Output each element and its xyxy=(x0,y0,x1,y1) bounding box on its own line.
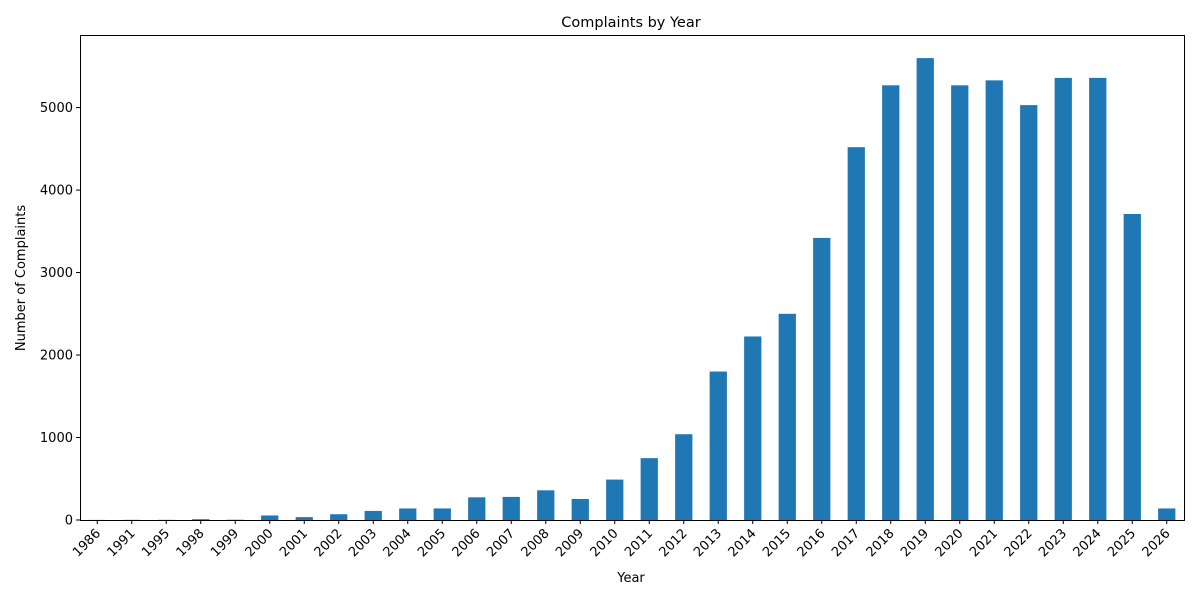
bar-2023 xyxy=(1055,78,1072,520)
x-axis-label: Year xyxy=(616,571,645,586)
y-tick-label: 3000 xyxy=(40,266,73,281)
bar-2001 xyxy=(296,517,313,520)
x-tick-label: 1991 xyxy=(105,526,139,560)
bar-2020 xyxy=(951,85,968,520)
chart-title: Complaints by Year xyxy=(561,15,700,31)
x-tick-label: 2019 xyxy=(898,526,932,560)
y-tick-label: 2000 xyxy=(40,349,73,364)
bar-2021 xyxy=(986,80,1003,520)
x-tick-label: 2001 xyxy=(277,526,311,560)
x-tick-label: 1995 xyxy=(139,526,173,560)
x-tick-label: 2015 xyxy=(760,526,794,560)
bar-2019 xyxy=(917,58,934,520)
bar-2010 xyxy=(606,480,623,520)
bar-2015 xyxy=(779,314,796,520)
bar-2006 xyxy=(468,497,485,520)
bar-2005 xyxy=(434,508,451,520)
x-tick-label: 2024 xyxy=(1071,526,1105,560)
x-tick-label: 2004 xyxy=(381,526,415,560)
bar-2017 xyxy=(848,147,865,520)
x-tick-label: 2026 xyxy=(1140,526,1174,560)
bar-2003 xyxy=(365,511,382,520)
bar-2011 xyxy=(641,458,658,520)
bar-2014 xyxy=(744,336,761,520)
bars-group xyxy=(89,58,1176,520)
x-tick-label: 2023 xyxy=(1036,526,1070,560)
x-tick-label: 2010 xyxy=(588,526,622,560)
bar-2024 xyxy=(1089,78,1106,520)
x-tick-label: 2016 xyxy=(795,526,829,560)
x-tick-label: 2006 xyxy=(450,526,484,560)
bar-2009 xyxy=(572,499,589,520)
y-tick-label: 1000 xyxy=(40,431,73,446)
y-tick-label: 0 xyxy=(65,514,73,529)
x-tick-label: 2013 xyxy=(691,526,725,560)
x-tick-label: 2021 xyxy=(967,526,1001,560)
bar-2002 xyxy=(330,514,347,520)
x-tick-label: 2011 xyxy=(622,526,656,560)
x-tick-label: 2014 xyxy=(726,526,760,560)
x-tick-label: 1998 xyxy=(174,526,208,560)
x-tick-label: 2022 xyxy=(1002,526,1036,560)
x-tick-label: 1999 xyxy=(208,526,242,560)
x-tick-label: 2000 xyxy=(243,526,277,560)
x-tick-label: 2012 xyxy=(657,526,691,560)
y-axis-ticks: 0 1000 2000 3000 4000 5000 xyxy=(40,101,80,528)
bar-2026 xyxy=(1158,508,1175,520)
bar-2018 xyxy=(882,85,899,520)
x-tick-label: 2009 xyxy=(553,526,587,560)
bar-2000 xyxy=(261,515,278,520)
bar-2008 xyxy=(537,490,554,520)
y-tick-label: 4000 xyxy=(40,184,73,199)
x-tick-label: 2020 xyxy=(933,526,967,560)
y-axis-label: Number of Complaints xyxy=(14,205,29,351)
x-tick-label: 2018 xyxy=(864,526,898,560)
bar-2016 xyxy=(813,238,830,520)
bar-2004 xyxy=(399,508,416,520)
x-tick-label: 2005 xyxy=(415,526,449,560)
x-tick-label: 2003 xyxy=(346,526,380,560)
x-tick-label: 2017 xyxy=(829,526,863,560)
bar-2022 xyxy=(1020,105,1037,520)
x-tick-label: 1986 xyxy=(70,526,104,560)
x-tick-label: 2025 xyxy=(1105,526,1139,560)
x-tick-label: 2002 xyxy=(312,526,346,560)
x-tick-label: 2008 xyxy=(519,526,553,560)
x-tick-label: 2007 xyxy=(484,526,518,560)
bar-2007 xyxy=(503,497,520,520)
bar-2025 xyxy=(1124,214,1141,520)
y-tick-label: 5000 xyxy=(40,101,73,116)
bar-1998 xyxy=(192,519,209,520)
bar-2012 xyxy=(675,434,692,520)
bar-2013 xyxy=(710,372,727,520)
plot-frame xyxy=(81,36,1185,521)
